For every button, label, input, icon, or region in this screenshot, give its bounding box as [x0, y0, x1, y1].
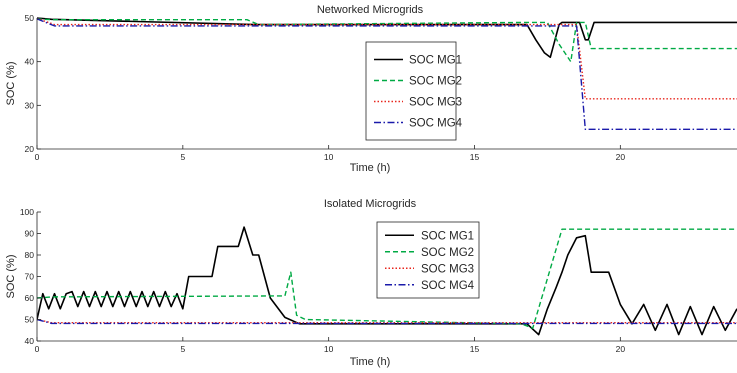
- y-tick-label: 30: [25, 100, 35, 110]
- y-axis-label: SOC (%): [5, 255, 17, 299]
- x-tick-label: 15: [470, 152, 480, 162]
- y-tick-label: 50: [25, 13, 35, 23]
- y-tick-label: 40: [25, 336, 35, 346]
- legend-label-mg4: SOC MG4: [409, 118, 463, 130]
- legend: SOC MG1 SOC MG2 SOC MG3 SOC MG4: [365, 41, 463, 141]
- legend-label-mg3: SOC MG3: [409, 97, 462, 109]
- legend-label-mg2: SOC MG2: [421, 247, 474, 259]
- legend-label-mg4: SOC MG4: [421, 280, 475, 292]
- series-line-mg3: [37, 17, 737, 100]
- series-line-mg2: [37, 228, 737, 329]
- y-tick-label: 80: [25, 250, 35, 260]
- y-tick-label: 90: [25, 229, 35, 239]
- legend-label-mg2: SOC MG2: [409, 76, 462, 88]
- x-axis-label: Time (h): [350, 356, 391, 368]
- y-tick-label: 40: [25, 57, 35, 67]
- x-tick-label: 0: [35, 152, 40, 162]
- y-axis-label: SOC (%): [5, 62, 17, 106]
- y-tick-label: 20: [25, 144, 35, 154]
- legend-label-mg1: SOC MG1: [421, 230, 474, 242]
- x-tick-label: 15: [470, 344, 480, 354]
- x-tick-label: 20: [616, 344, 626, 354]
- y-tick-label: 100: [20, 207, 34, 217]
- x-tick-label: 5: [180, 152, 185, 162]
- y-tick-label: 50: [25, 315, 35, 325]
- chart-title: Isolated Microgrids: [324, 198, 417, 210]
- series-line-mg2: [37, 18, 737, 63]
- legend-label-mg3: SOC MG3: [421, 263, 474, 275]
- x-tick-label: 0: [35, 344, 40, 354]
- y-tick-label: 70: [25, 272, 35, 282]
- legend: SOC MG1 SOC MG2 SOC MG3 SOC MG4: [376, 221, 480, 299]
- series-line-mg4: [37, 318, 737, 325]
- legend-label-mg1: SOC MG1: [409, 55, 462, 67]
- series-line-mg3: [37, 318, 737, 324]
- series-line-mg1: [37, 17, 737, 59]
- x-tick-label: 10: [324, 344, 334, 354]
- x-axis-label: Time (h): [350, 162, 391, 174]
- subplot-2: 0 5 10 15 20 40 50 60 70 80 90 100 Isolated Microgri…: [5, 198, 737, 368]
- x-tick-label: 10: [324, 152, 334, 162]
- subplot-1: 0 5 10 15 20 20 30 40 50 Networked Microgrids Time…: [5, 4, 737, 174]
- chart-title: Networked Microgrids: [317, 4, 424, 16]
- series-line-mg4: [37, 18, 737, 131]
- legend-box: [365, 41, 457, 141]
- x-tick-label: 20: [616, 152, 626, 162]
- y-tick-label: 60: [25, 293, 35, 303]
- x-tick-label: 5: [180, 344, 185, 354]
